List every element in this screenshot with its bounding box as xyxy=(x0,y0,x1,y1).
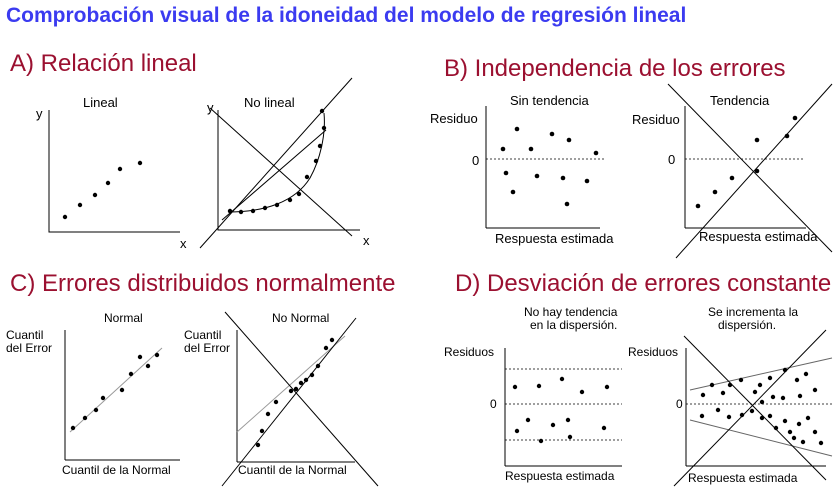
panel-d-right-xlabel: Respuesta estimada xyxy=(688,471,798,485)
panel-a-right-axes xyxy=(217,110,360,231)
panel-a-left-plot xyxy=(48,110,180,233)
page-title: Comprobación visual de la idoneidad del … xyxy=(6,4,687,27)
panel-a-right-plot xyxy=(199,77,360,249)
panel-d-right-plot xyxy=(673,329,833,487)
panel-b-right-cross-1 xyxy=(667,83,833,253)
panel-b-left-ylabel: Residuo xyxy=(430,111,478,126)
section-d-heading: D) Desviación de errores constante xyxy=(455,270,832,297)
panel-b-right-zero: 0 xyxy=(668,152,676,167)
panel-c-right-xlabel: Cuantil de la Normal xyxy=(238,463,347,477)
panel-c-left-points xyxy=(70,352,160,431)
panel-a-left-xlabel: x xyxy=(180,236,187,251)
panel-d-left-ylabel: Residuos xyxy=(444,345,495,359)
panel-d-right-caption-2: dispersión. xyxy=(718,318,777,332)
panel-b-right-points xyxy=(695,115,798,209)
panel-d-right-ylabel: Residuos xyxy=(628,345,679,359)
panel-c-right-ylabel-2: del Error xyxy=(184,341,231,355)
panel-a-left-caption: Lineal xyxy=(83,95,118,110)
panel-b-right-ylabel: Residuo xyxy=(632,112,680,127)
panel-d-left-points xyxy=(512,376,610,444)
panel-b-left-plot xyxy=(485,106,605,229)
panel-d-right-lower-envelope xyxy=(689,419,833,457)
panel-a-right-caption: No lineal xyxy=(244,95,295,110)
panel-b-left-xlabel: Respuesta estimada xyxy=(495,231,614,246)
panel-b-left-zero: 0 xyxy=(472,153,480,168)
panel-a-right-straight-fit xyxy=(221,129,327,221)
panel-d-left-zero: 0 xyxy=(490,397,497,411)
panel-a-right-cross-1 xyxy=(209,107,353,237)
panel-c-right-caption: No Normal xyxy=(272,311,330,325)
panel-d-right-cross-1 xyxy=(683,335,827,481)
panel-d-left-plot xyxy=(504,348,622,467)
panel-a-left-points xyxy=(62,160,143,220)
panel-c-left-plot xyxy=(64,330,180,461)
panel-a-left-ylabel: y xyxy=(36,106,43,121)
panel-b-left-caption: Sin tendencia xyxy=(510,93,589,108)
panel-c-left-caption: Normal xyxy=(104,311,143,325)
panel-a-right-points xyxy=(227,108,327,215)
panel-b-right-xlabel: Respuesta estimada xyxy=(699,229,818,244)
panel-a-right-curve xyxy=(227,112,325,213)
section-c-heading: C) Errores distribuidos normalmente xyxy=(10,270,396,297)
panel-c-right-cross-1 xyxy=(224,311,379,487)
panel-c-right-ref-line xyxy=(236,335,346,433)
panel-d-right-cross-2 xyxy=(673,329,827,487)
panel-b-right-plot xyxy=(667,83,833,259)
panel-c-left-ylabel-2: del Error xyxy=(6,341,53,355)
panel-a-left-axes xyxy=(48,110,180,233)
panel-d-left-xlabel: Respuesta estimada xyxy=(505,469,615,483)
panel-d-left-caption-1: No hay tendencia xyxy=(524,305,618,319)
panel-d-right-zero: 0 xyxy=(676,397,683,411)
panel-a-right-ylabel: y xyxy=(207,100,214,115)
section-a-heading: A) Relación lineal xyxy=(10,50,197,77)
panel-c-right-points xyxy=(255,337,335,448)
panel-b-right-caption: Tendencia xyxy=(710,93,770,108)
section-b-heading: B) Independencia de los errores xyxy=(444,55,786,82)
panel-c-right-cross-2 xyxy=(221,317,357,487)
panel-b-left-points xyxy=(500,126,599,207)
panel-a-right-cross-2 xyxy=(199,77,353,249)
panel-c-right-plot xyxy=(221,311,379,487)
panel-c-left-xlabel: Cuantil de la Normal xyxy=(62,463,171,477)
panel-c-right-ylabel-1: Cuantil xyxy=(184,328,222,342)
panel-d-right-caption-1: Se incrementa la xyxy=(708,305,799,319)
panel-d-left-caption-2: en la dispersión. xyxy=(530,318,618,332)
panel-d-right-points xyxy=(699,367,824,446)
panel-c-left-ylabel-1: Cuantil xyxy=(6,328,44,342)
panel-b-right-cross-2 xyxy=(675,83,833,259)
panel-a-right-xlabel: x xyxy=(363,233,370,248)
